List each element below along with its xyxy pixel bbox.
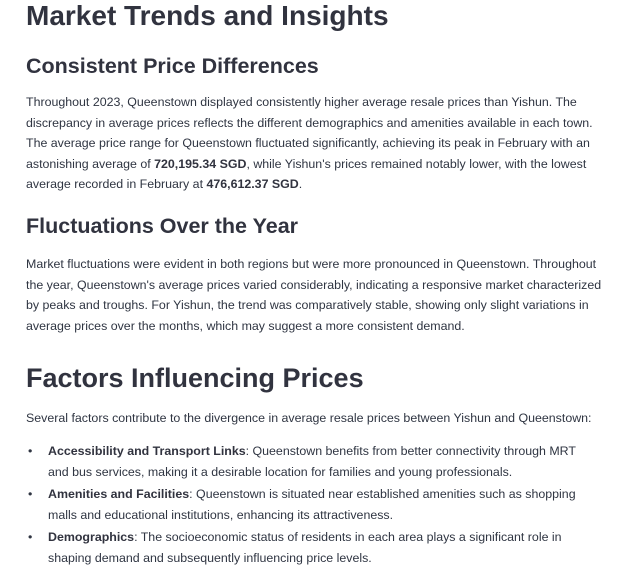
list-item: • Accessibility and Transport Links: Quee… (26, 441, 596, 482)
paragraph-text: . (298, 177, 303, 192)
list-item: • Amenities and Facilities: Queenstown is… (26, 484, 596, 525)
queenstown-peak-value: 720,195.34 SGD (154, 156, 247, 171)
factor-text: : The socioeconomic status of residents … (48, 530, 562, 565)
factor-text: : Queenstown is situated near establishe… (48, 487, 576, 522)
factor-label: Demographics (48, 530, 135, 545)
section-title-factors: Factors Influencing Prices (26, 363, 364, 393)
paragraph-text: Throughout 2023, Queenstown displayed co… (26, 95, 593, 171)
price-differences-paragraph: Throughout 2023, Queenstown displayed co… (26, 92, 606, 195)
factor-label: Accessibility and Transport Links (48, 444, 246, 458)
subsection-title-price-differences: Consistent Price Differences (26, 54, 319, 78)
fluctuations-paragraph: Market fluctuations were evident in both… (26, 257, 602, 333)
bullet-icon: • (28, 444, 33, 458)
factor-label: Amenities and Facilities (48, 487, 190, 502)
factor-text: : Queenstown benefits from better connec… (48, 444, 576, 479)
list-item: • Demographics: The socioeconomic status … (26, 527, 596, 568)
factors-intro-paragraph: Several factors contribute to the diverg… (26, 411, 592, 425)
section-title-market-trends: Market Trends and Insights (26, 0, 389, 31)
yishun-lowest-value: 476,612.37 SGD (206, 177, 299, 192)
paragraph-text: , while Yishun's prices remained notably… (26, 156, 587, 192)
subsection-title-fluctuations: Fluctuations Over the Year (26, 214, 299, 238)
bullet-icon: • (28, 487, 33, 502)
factors-list: • Accessibility and Transport Links: Quee… (26, 441, 596, 571)
bullet-icon: • (28, 530, 33, 545)
